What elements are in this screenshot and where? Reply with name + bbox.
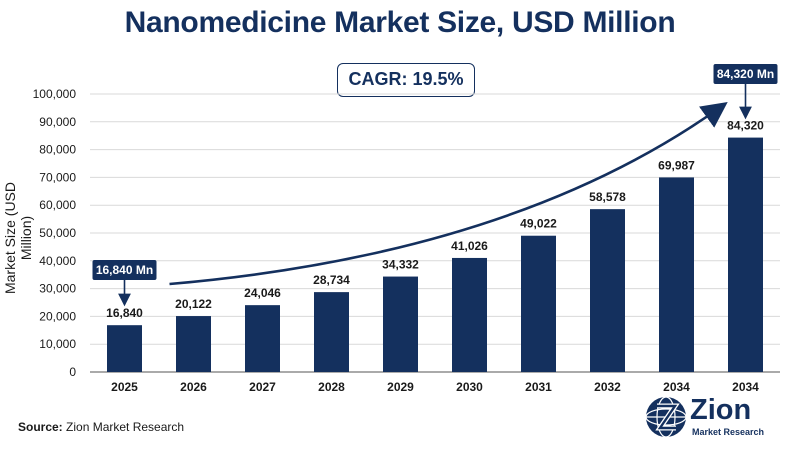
x-tick-label: 2027 xyxy=(249,380,276,394)
y-tick-label: 100,000 xyxy=(33,87,77,101)
y-tick-label: 30,000 xyxy=(39,282,76,296)
bar-value-label: 49,022 xyxy=(520,217,557,231)
cagr-badge: CAGR: 19.5% xyxy=(337,63,475,97)
bar-value-label: 58,578 xyxy=(589,190,626,204)
x-tick-label: 2026 xyxy=(180,380,207,394)
x-tick-label: 2032 xyxy=(594,380,621,394)
bar-value-label: 41,026 xyxy=(451,239,488,253)
bar xyxy=(728,137,763,372)
y-tick-label: 90,000 xyxy=(39,115,76,129)
x-tick-label: 2034 xyxy=(663,380,690,394)
bar xyxy=(176,316,211,372)
bar xyxy=(521,235,556,372)
x-tick-label: 2034 xyxy=(732,380,759,394)
bar xyxy=(314,292,349,372)
callout-label: 16,840 Mn xyxy=(96,263,153,277)
bar xyxy=(452,257,487,372)
callout-box xyxy=(713,64,778,84)
callout-label: 84,320 Mn xyxy=(717,67,774,81)
y-tick-label: 60,000 xyxy=(39,198,76,212)
callout-box xyxy=(92,260,157,280)
chart-title: Nanomedicine Market Size, USD Million xyxy=(124,6,676,39)
bar-value-label: 34,332 xyxy=(382,258,419,272)
logo-name: Zion xyxy=(690,394,752,426)
y-tick-label: 20,000 xyxy=(39,309,76,323)
bar-value-label: 20,122 xyxy=(175,297,212,311)
bar xyxy=(590,209,625,372)
bar xyxy=(107,325,142,372)
bar-value-label: 24,046 xyxy=(244,286,281,300)
bar-value-label: 69,987 xyxy=(658,158,695,172)
bar xyxy=(383,276,418,372)
source-label: Source: xyxy=(18,420,63,434)
y-tick-label: 70,000 xyxy=(39,170,76,184)
y-tick-label: 80,000 xyxy=(39,143,76,157)
bar xyxy=(659,177,694,372)
trend-arrow xyxy=(169,101,728,286)
zion-logo: Zion Market Research xyxy=(644,393,794,443)
x-tick-label: 2028 xyxy=(318,380,345,394)
logo-subtitle: Market Research xyxy=(692,427,765,437)
bar-value-label: 84,320 xyxy=(727,119,764,133)
x-tick-label: 2031 xyxy=(525,380,552,394)
y-tick-label: 40,000 xyxy=(39,254,76,268)
y-tick-label: 10,000 xyxy=(39,337,76,351)
globe-z-icon xyxy=(645,396,687,438)
bar xyxy=(245,305,280,372)
y-tick-label: 50,000 xyxy=(39,226,76,240)
bar-value-label: 28,734 xyxy=(313,273,350,287)
bar-value-label: 16,840 xyxy=(106,306,143,320)
x-tick-label: 2025 xyxy=(111,380,138,394)
source-text: Zion Market Research xyxy=(66,420,185,434)
source-note: Source: Zion Market Research xyxy=(18,420,184,434)
x-tick-label: 2029 xyxy=(387,380,414,394)
x-tick-label: 2030 xyxy=(456,380,483,394)
y-tick-label: 0 xyxy=(69,365,76,379)
